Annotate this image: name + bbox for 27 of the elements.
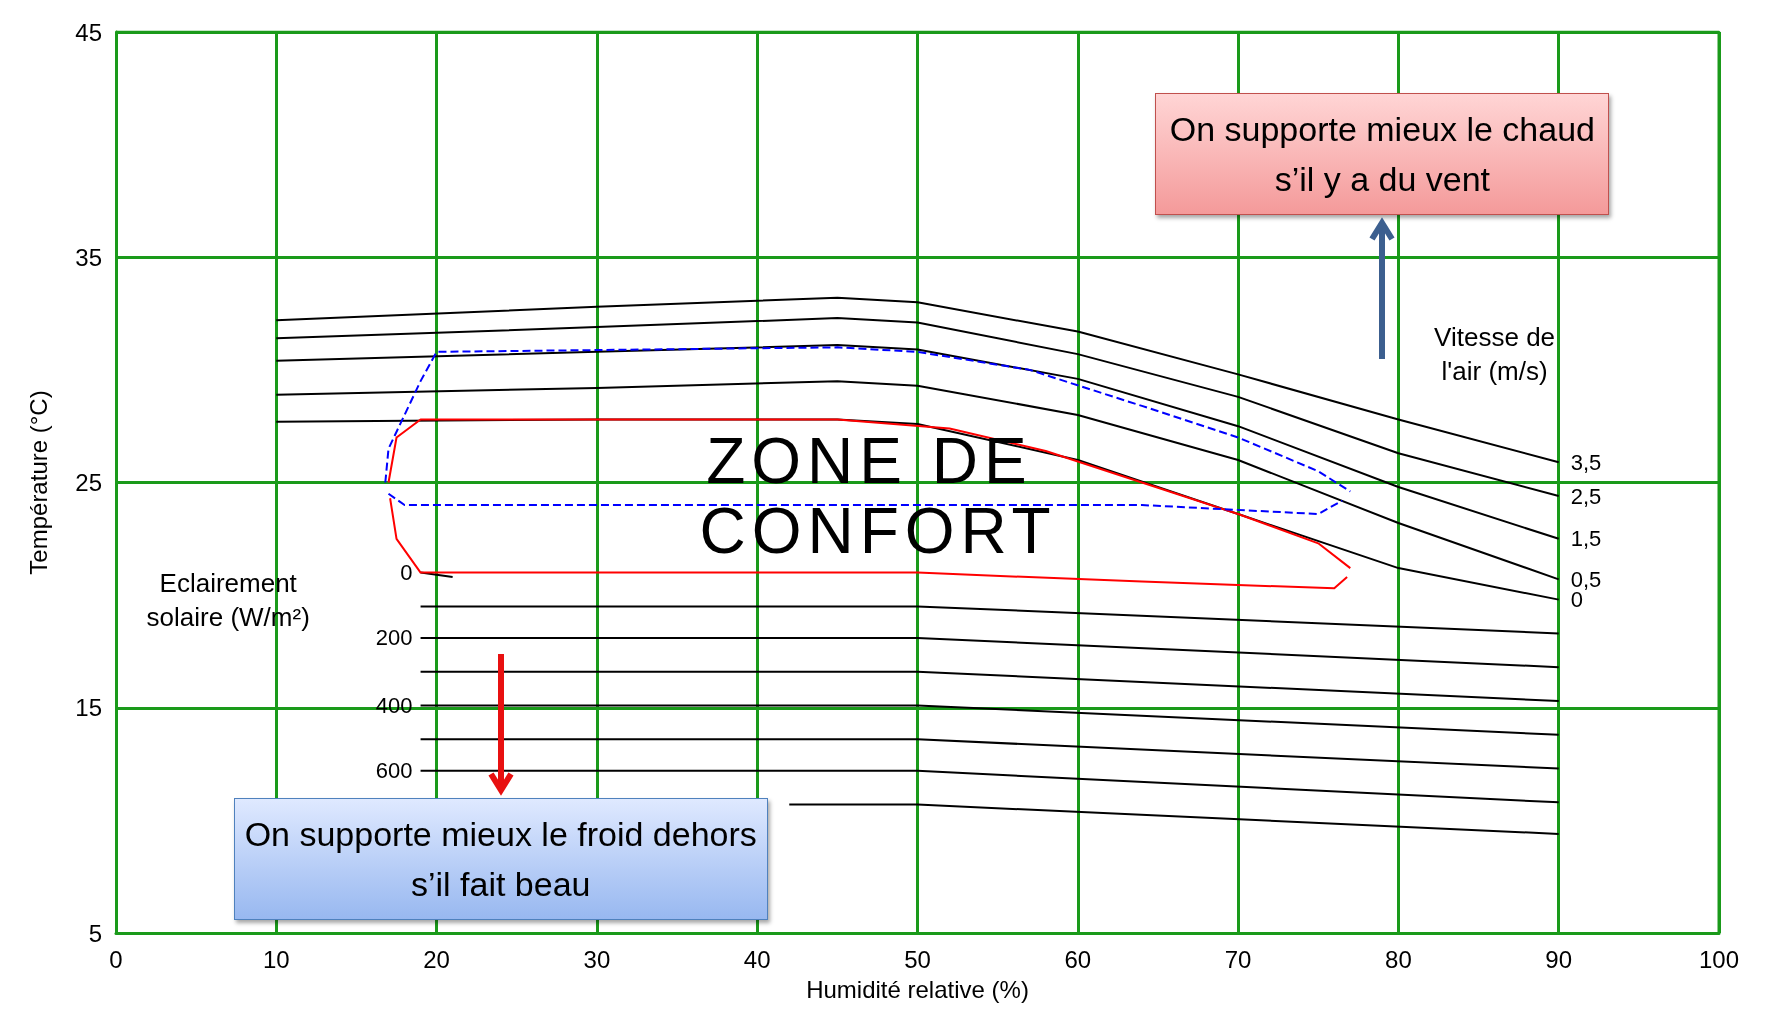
series-label: 600 bbox=[375, 758, 413, 784]
x-tick-label: 50 bbox=[904, 945, 931, 973]
x-tick-label: 10 bbox=[262, 945, 290, 973]
annotation: On supporte mieux le chaud s’il y a du vent bbox=[1155, 92, 1610, 215]
x-tick-label: 80 bbox=[1385, 945, 1412, 973]
x-tick-label: 20 bbox=[423, 945, 450, 973]
x-tick-label: 70 bbox=[1224, 945, 1252, 973]
series-label: 3,5 bbox=[1570, 449, 1602, 475]
series-label: 200 bbox=[375, 625, 413, 651]
y-tick-label: 5 bbox=[88, 919, 102, 947]
x-axis-title: Humidité relative (%) bbox=[806, 975, 1029, 1003]
y-tick-label: 35 bbox=[75, 243, 102, 271]
y-tick-label: 25 bbox=[75, 469, 102, 496]
y-tick-label: 45 bbox=[75, 18, 102, 46]
y-axis-title: Température (°C) bbox=[24, 390, 52, 575]
x-tick-label: 90 bbox=[1545, 945, 1573, 973]
x-tick-label: 0 bbox=[109, 945, 123, 973]
series-label: 0 bbox=[400, 560, 413, 586]
annotation: On supporte mieux le froid dehors s’il fait beau bbox=[233, 797, 768, 920]
annotation: Vitesse de l'air (m/s) bbox=[1433, 321, 1557, 389]
x-tick-label: 100 bbox=[1698, 945, 1740, 973]
x-tick-label: 40 bbox=[743, 945, 771, 973]
x-tick-label: 30 bbox=[583, 945, 611, 973]
x-tick-label: 60 bbox=[1064, 945, 1092, 973]
series-label: 1,5 bbox=[1570, 526, 1602, 552]
series-label: 2,5 bbox=[1570, 483, 1602, 509]
y-tick-label: 15 bbox=[75, 694, 102, 722]
